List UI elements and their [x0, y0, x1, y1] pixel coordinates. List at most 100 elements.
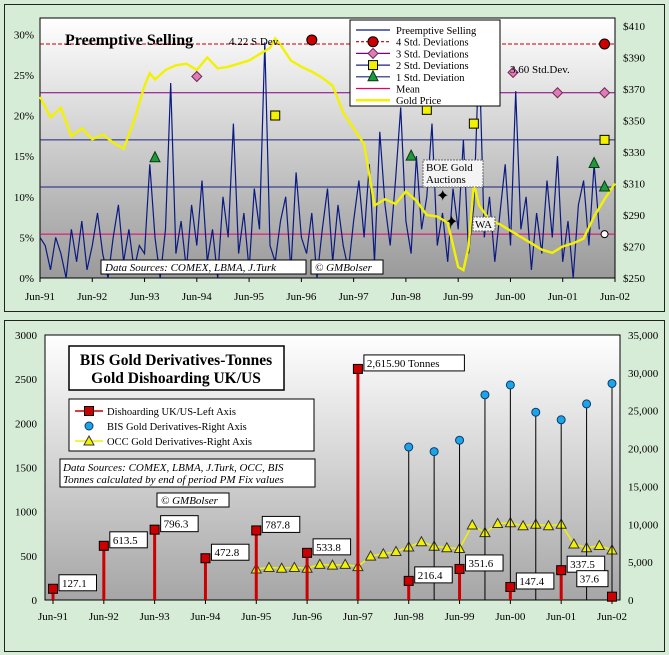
legend-marker	[83, 434, 95, 446]
y-right-tick-label: 10,000	[628, 519, 659, 531]
y-right-tick-label: $410	[623, 21, 646, 33]
data-label-box	[414, 566, 453, 584]
y-right-tick-label: 30,000	[628, 368, 659, 380]
x-tick-label: Jun-97	[343, 611, 373, 623]
gold-derivatives-chart: 0 500 1000 1500 2000 2500 3000 0 5,000 10,000 15,0…	[15, 330, 659, 623]
occ-point	[466, 519, 479, 530]
chart-subtitle: Gold Dishoarding UK/US	[91, 370, 261, 387]
occ-point	[517, 519, 529, 531]
legend-label: Mean	[396, 85, 421, 96]
data-label: 2,615.90 Tonnes	[367, 358, 440, 370]
dishoarding-point	[302, 547, 313, 558]
bis-point	[582, 399, 592, 409]
y-right-tick-label: $330	[623, 147, 646, 159]
y-right-tick-label: 20,000	[628, 444, 659, 456]
occ-point	[326, 559, 339, 570]
data-label: 351.6	[469, 558, 494, 570]
data-label-box	[210, 543, 250, 561]
occ-point	[339, 558, 352, 569]
bis-point	[556, 415, 566, 425]
legend-marker	[84, 406, 94, 416]
legend-marker	[367, 36, 379, 48]
data-sources-box	[100, 259, 307, 275]
legend-label: 1 Std. Deviation	[396, 73, 465, 84]
x-tick-label: Jun-96	[286, 291, 316, 303]
legend-marker	[84, 421, 94, 431]
deviation-marker	[598, 87, 611, 99]
dishoarding-point	[149, 524, 160, 535]
x-tick-label: Jun-95	[241, 611, 271, 623]
occ-point	[263, 561, 275, 572]
data-label: 787.8	[265, 519, 290, 531]
x-tick-label: Jun-92	[89, 611, 119, 623]
data-label-box	[160, 515, 199, 533]
copyright-box	[156, 492, 230, 508]
annotation-wa: WA	[475, 219, 492, 231]
y-left-tick-label: 0	[32, 595, 38, 607]
y-left-tick-label: 500	[21, 551, 38, 563]
y-right-tick-label: 25,000	[628, 406, 659, 418]
x-tick-label: Jun-02	[597, 611, 627, 623]
data-label-box	[261, 515, 301, 533]
x-tick-label: Jun-91	[38, 611, 68, 623]
legend-label: Gold Price	[396, 96, 442, 107]
occ-point	[491, 517, 504, 529]
dishoarding-point	[607, 591, 617, 602]
legend: Dishoarding UK/US-Left Axis BIS Gold Deri…	[68, 398, 315, 452]
occ-point	[593, 539, 606, 550]
x-tick-label: Jun-02	[600, 291, 630, 303]
x-tick-label: Jun-97	[339, 291, 369, 303]
deviation-marker	[507, 66, 519, 79]
y-right-tick-label: $290	[623, 210, 646, 222]
y-left-tick-label: 30%	[14, 29, 34, 41]
legend-label: Dishoarding UK/US-Left Axis	[107, 407, 236, 418]
deviation-marker	[468, 118, 479, 129]
y-right-tick-label: 5,000	[628, 557, 653, 569]
data-label: 533.8	[316, 542, 341, 554]
deviation-marker	[551, 87, 564, 99]
legend-label: BIS Gold Derivatives-Right Axis	[107, 422, 247, 433]
x-tick-label: Jun-95	[234, 291, 264, 303]
deviation-marker	[600, 230, 609, 239]
y-right-tick-label: $390	[623, 52, 646, 64]
legend-label: Preemptive Selling	[396, 26, 477, 37]
dishoarding-point	[556, 565, 567, 576]
y-left-tick-label: 15%	[14, 151, 34, 163]
dishoarding-point	[505, 581, 516, 592]
y-left-tick-label: 2000	[15, 418, 38, 430]
wa-box	[472, 216, 496, 232]
data-sources-box	[59, 458, 316, 488]
x-tick-label: Jun-98	[394, 611, 424, 623]
annotation-4-22: 4.22 S Dev.	[229, 36, 280, 48]
data-label-box	[58, 574, 97, 592]
deviation-marker	[598, 179, 611, 192]
data-label: 796.3	[164, 519, 189, 531]
annotation-3-60: 3.60 Std.Dev.	[510, 64, 570, 76]
bis-point	[531, 407, 541, 417]
y-left-tick-label: 20%	[14, 111, 34, 123]
gold-price-line	[38, 36, 616, 272]
y-right-tick-label: $350	[623, 115, 646, 127]
x-tick-label: Jun-91	[25, 291, 55, 303]
data-label: 337.5	[570, 559, 595, 571]
boe-box	[422, 159, 484, 188]
data-label-box	[576, 570, 609, 588]
bis-point	[505, 380, 515, 390]
data-label: 472.8	[214, 547, 239, 559]
legend-marker	[367, 47, 379, 60]
x-tick-label: Jun-99	[445, 611, 475, 623]
data-sources-note: Tonnes calculated by end of period PM Fi…	[63, 474, 284, 486]
star-boe-icon: ✦	[436, 188, 449, 205]
data-label-box	[363, 354, 465, 372]
occ-point	[390, 545, 402, 557]
legend-marker	[368, 60, 378, 71]
x-tick-label: Jun-99	[443, 291, 473, 303]
y-left-tick-label: 0%	[19, 273, 34, 285]
data-label-box	[465, 554, 504, 572]
occ-point	[568, 537, 580, 549]
occ-point	[288, 561, 301, 572]
dishoarding-point	[98, 540, 109, 551]
bis-point	[404, 442, 414, 452]
data-label-box	[312, 538, 352, 556]
occ-point	[275, 562, 288, 573]
